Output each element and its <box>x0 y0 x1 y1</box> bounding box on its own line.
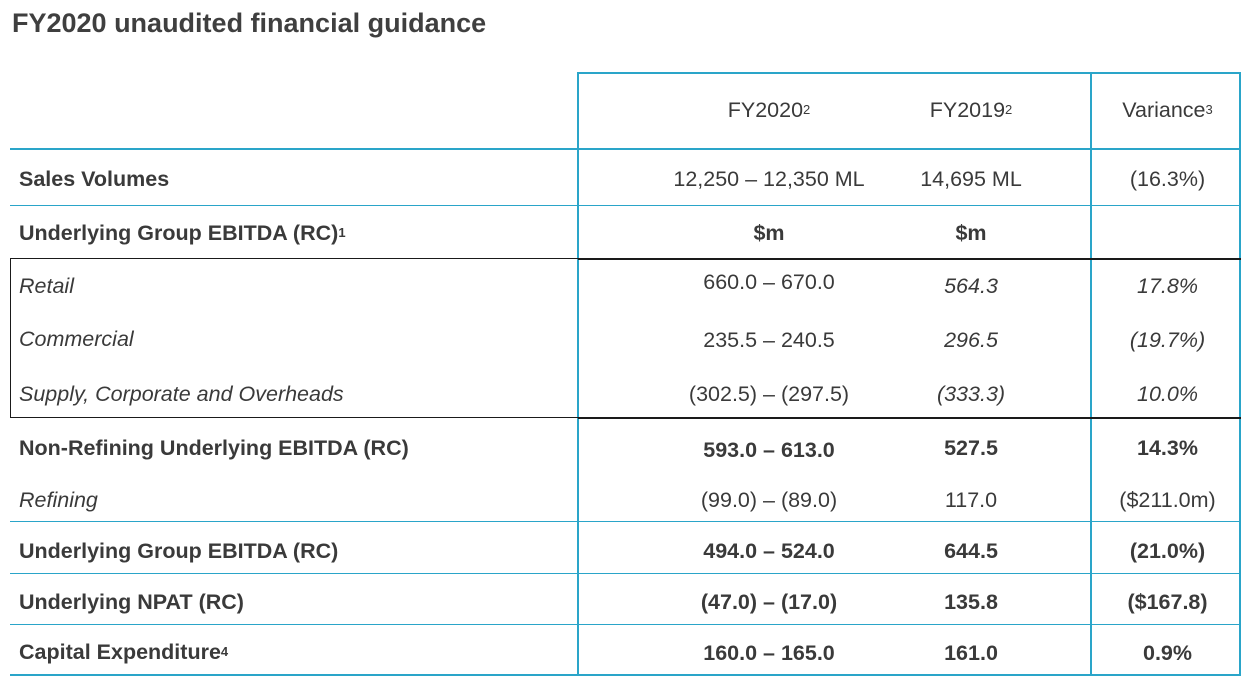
row-label-text: Sales Volumes <box>19 166 170 191</box>
row-retail-fy2019: 564.3 <box>944 273 998 298</box>
header-fy2020: FY2020 2 <box>727 97 811 122</box>
row-non-refining-fy2020: 593.0 – 613.0 <box>703 437 835 462</box>
breakdown-box-bottom <box>578 417 1241 419</box>
row-non-refining-variance: 14.3% <box>1137 435 1198 460</box>
row-retail-fy2020: 660.0 – 670.0 <box>703 269 835 294</box>
row-refining-label: Refining <box>19 487 98 512</box>
header-fy2019-label: FY2019 <box>929 97 1006 122</box>
breakdown-box <box>10 258 578 418</box>
row-ebitda-header-fy2020: $m <box>753 220 785 245</box>
row-ebitda-header-variance <box>1092 207 1241 259</box>
header-bottom-border <box>10 148 1241 150</box>
row-non-refining-fy2019: 527.5 <box>944 435 998 460</box>
row-sales-volumes-fy2019: 14,695 ML <box>920 166 1022 191</box>
page-title: FY2020 unaudited financial guidance <box>12 8 487 38</box>
row-label-text: Capital Expenditure <box>19 639 221 664</box>
row-sales-volumes-label: Sales Volumes <box>10 152 578 206</box>
header-variance-label: Variance <box>1122 97 1206 122</box>
row-capex-label: Capital Expenditure 4 <box>19 639 229 664</box>
row-refining-variance: ($211.0m) <box>1119 487 1216 512</box>
row-commercial-label: Commercial <box>19 326 134 351</box>
row-capex-fy2020: 160.0 – 165.0 <box>703 640 835 665</box>
row-divider <box>10 205 1241 206</box>
row-label-text: Underlying Group EBITDA (RC) <box>19 220 339 245</box>
row-group-ebitda-fy2019: 644.5 <box>944 538 998 563</box>
breakdown-box-top <box>578 258 1241 260</box>
row-npat-label: Underlying NPAT (RC) <box>19 589 244 614</box>
row-capex-fy2019: 161.0 <box>944 640 998 665</box>
row-divider <box>10 624 1241 625</box>
row-supply-fy2019: (333.3) <box>936 381 1006 406</box>
row-group-ebitda-label: Underlying Group EBITDA (RC) <box>19 538 339 563</box>
row-npat-fy2019: 135.8 <box>944 589 998 614</box>
table-top-border <box>578 72 1241 74</box>
column-divider <box>1090 72 1092 676</box>
row-npat-variance: ($167.8) <box>1127 589 1208 614</box>
guidance-table: FY2020 2 FY2019 2 Variance 3 Sales Volumes … <box>10 72 1241 676</box>
row-sales-volumes-variance: (16.3%) <box>1129 166 1206 191</box>
row-group-ebitda-variance: (21.0%) <box>1129 538 1206 563</box>
row-ebitda-header-fy2019: $m <box>955 220 987 245</box>
row-group-ebitda-fy2020: 494.0 – 524.0 <box>703 538 835 563</box>
row-divider <box>10 573 1241 574</box>
header-fy2020-label: FY2020 <box>727 97 804 122</box>
row-retail-label: Retail <box>19 273 74 298</box>
column-divider <box>577 72 579 676</box>
row-sales-volumes-fy2020: 12,250 – 12,350 ML <box>673 166 865 191</box>
row-commercial-fy2019: 296.5 <box>944 327 998 352</box>
row-divider <box>10 521 1241 522</box>
row-ebitda-header-label: Underlying Group EBITDA (RC) 1 <box>19 220 346 245</box>
row-supply-label: Supply, Corporate and Overheads <box>19 381 344 406</box>
row-commercial-variance: (19.7%) <box>1129 327 1206 352</box>
row-retail-variance: 17.8% <box>1137 273 1198 298</box>
row-refining-fy2020: (99.0) – (89.0) <box>700 487 838 512</box>
row-commercial-fy2020: 235.5 – 240.5 <box>703 327 835 352</box>
header-variance: Variance 3 <box>1122 97 1213 122</box>
header-fy2019: FY2019 2 <box>929 97 1013 122</box>
row-npat-fy2020: (47.0) – (17.0) <box>700 589 838 614</box>
table-bottom-border <box>10 674 1241 676</box>
row-supply-variance: 10.0% <box>1137 381 1198 406</box>
row-non-refining-label: Non-Refining Underlying EBITDA (RC) <box>19 435 409 460</box>
row-supply-fy2020: (302.5) – (297.5) <box>688 381 850 406</box>
table-right-border <box>1239 72 1241 676</box>
row-capex-variance: 0.9% <box>1142 640 1192 665</box>
row-refining-fy2019: 117.0 <box>944 487 998 512</box>
